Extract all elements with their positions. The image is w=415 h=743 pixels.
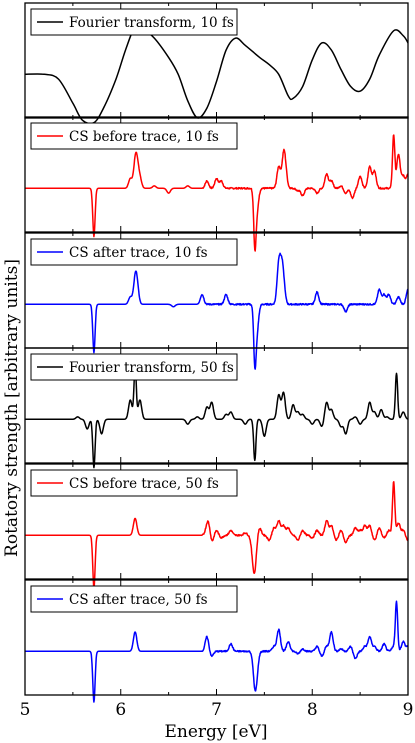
legend-label-5: CS before trace, 50 fs	[69, 476, 219, 492]
panel-1: Fourier transform, 10 fs	[24, 2, 409, 125]
series-line-6	[24, 600, 409, 703]
series-line-4	[24, 365, 409, 469]
legend-box-2	[30, 122, 238, 150]
series-line-3	[24, 252, 409, 370]
series-line-5	[24, 481, 409, 590]
panel-5: CS before trace, 50 fs	[24, 463, 409, 590]
panels: Fourier transform, 10 fs CS before trace,…	[24, 2, 409, 703]
x-tick-label: 6	[115, 700, 126, 720]
legend-box-3	[30, 238, 238, 266]
legend-box-5	[30, 469, 238, 497]
y-axis-label: Rotatory strength [arbitrary units]	[2, 259, 22, 557]
legend-label-2: CS before trace, 10 fs	[69, 129, 219, 145]
x-tick-label: 5	[20, 700, 31, 720]
legend-label-1: Fourier transform, 10 fs	[69, 15, 234, 31]
legend-label-3: CS after trace, 10 fs	[69, 245, 208, 261]
panel-2: CS before trace, 10 fs	[24, 116, 409, 252]
panel-4: Fourier transform, 50 fs	[24, 347, 409, 469]
x-axis-label: Energy [eV]	[164, 722, 267, 742]
legend-box-6	[30, 585, 238, 613]
legend-label-4: Fourier transform, 50 fs	[69, 360, 234, 376]
panel-3: CS after trace, 10 fs	[24, 232, 409, 370]
x-tick-label: 7	[211, 700, 222, 720]
series-line-2	[24, 134, 409, 252]
series-line-1	[24, 23, 409, 125]
x-tick-label: 8	[307, 700, 318, 720]
x-tick-label: 9	[403, 700, 414, 720]
panel-6: CS after trace, 50 fs	[24, 579, 409, 703]
legend-box-1	[30, 8, 238, 36]
legend-box-4	[30, 353, 238, 381]
x-axis-ticks: 5 6 7 8 9	[20, 700, 414, 720]
legend-label-6: CS after trace, 50 fs	[69, 592, 208, 608]
